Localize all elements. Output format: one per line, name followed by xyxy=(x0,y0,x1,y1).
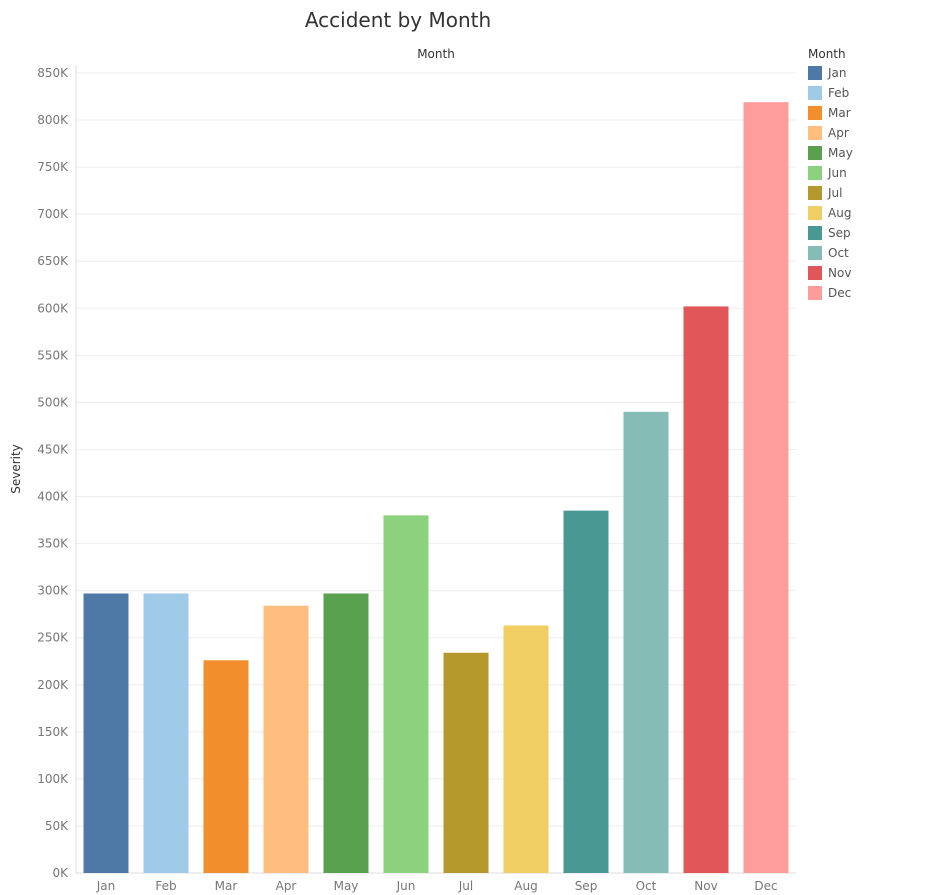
legend-title: Month xyxy=(808,47,846,61)
legend-swatch xyxy=(808,226,822,240)
legend-swatch xyxy=(808,206,822,220)
y-tick-label: 450K xyxy=(37,442,69,456)
labels: 0K 50K 100K 150K 200K 250K 300K 350K 400K 450K 500… xyxy=(9,47,778,893)
legend-swatch xyxy=(808,286,822,300)
bar-feb[interactable] xyxy=(143,593,189,873)
bar-dec[interactable] xyxy=(743,102,789,874)
bar-nov[interactable] xyxy=(683,306,729,874)
legend-swatch xyxy=(808,246,822,260)
y-axis-title: Severity xyxy=(9,444,23,494)
bar-mar[interactable] xyxy=(203,660,249,873)
column-header: Month xyxy=(417,47,455,61)
y-tick-label: 850K xyxy=(37,66,69,80)
legend-swatch xyxy=(808,126,822,140)
x-tick-label: Feb xyxy=(155,879,176,893)
bar-oct[interactable] xyxy=(623,411,669,873)
x-tick-label: Mar xyxy=(215,879,238,893)
legend-swatch xyxy=(808,146,822,160)
x-tick-label: Jan xyxy=(96,879,116,893)
y-tick-label: 300K xyxy=(37,584,69,598)
legend-label: Sep xyxy=(828,226,851,240)
y-tick-label: 250K xyxy=(37,631,69,645)
y-tick-label: 500K xyxy=(37,395,69,409)
legend-item-feb[interactable]: Feb xyxy=(808,83,853,103)
axes xyxy=(75,65,796,874)
legend-swatch xyxy=(808,166,822,180)
bar-sep[interactable] xyxy=(563,510,609,873)
legend-item-mar[interactable]: Mar xyxy=(808,103,853,123)
bar-jan[interactable] xyxy=(83,593,129,873)
legend-items: Jan Feb Mar Apr May Jun Jul Aug Sep Oct Nov Dec xyxy=(808,63,853,303)
legend-swatch xyxy=(808,66,822,80)
y-tick-label: 400K xyxy=(37,490,69,504)
legend-swatch xyxy=(808,86,822,100)
x-tick-label: Apr xyxy=(276,879,297,893)
bar-jul[interactable] xyxy=(443,652,489,873)
legend-item-jun[interactable]: Jun xyxy=(808,163,853,183)
x-tick-label: Dec xyxy=(754,879,777,893)
y-tick-label: 200K xyxy=(37,678,69,692)
y-tick-label: 150K xyxy=(37,725,69,739)
legend-label: Apr xyxy=(828,126,849,140)
legend-item-sep[interactable]: Sep xyxy=(808,223,853,243)
legend-label: Aug xyxy=(828,206,852,220)
bar-jun[interactable] xyxy=(383,515,429,873)
x-tick-label: Oct xyxy=(636,879,657,893)
legend-item-oct[interactable]: Oct xyxy=(808,243,853,263)
x-tick-label: Jul xyxy=(458,879,473,893)
legend-swatch xyxy=(808,106,822,120)
legend-label: Feb xyxy=(828,86,850,100)
y-tick-label: 800K xyxy=(37,113,69,127)
x-tick-label: Sep xyxy=(575,879,598,893)
y-tick-label: 0K xyxy=(52,866,69,880)
legend-label: Oct xyxy=(828,246,849,260)
y-tick-label: 50K xyxy=(45,819,69,833)
legend-swatch xyxy=(808,266,822,280)
bar-apr[interactable] xyxy=(263,605,309,873)
legend-label: Jul xyxy=(828,186,843,200)
legend-item-nov[interactable]: Nov xyxy=(808,263,853,283)
legend-item-apr[interactable]: Apr xyxy=(808,123,853,143)
legend-label: May xyxy=(828,146,853,160)
legend-label: Jun xyxy=(828,166,847,180)
legend: Month Jan Feb Mar Apr May Jun Jul Aug Sep Oct Nov D… xyxy=(808,47,853,303)
chart-title: Accident by Month xyxy=(304,8,492,32)
x-tick-label: May xyxy=(334,879,359,893)
y-tick-label: 750K xyxy=(37,160,69,174)
x-tick-label: Nov xyxy=(694,879,717,893)
legend-item-dec[interactable]: Dec xyxy=(808,283,853,303)
y-tick-label: 350K xyxy=(37,537,69,551)
x-tick-label: Jun xyxy=(396,879,416,893)
x-tick-label: Aug xyxy=(514,879,537,893)
legend-swatch xyxy=(808,186,822,200)
y-tick-label: 600K xyxy=(37,301,69,315)
legend-item-may[interactable]: May xyxy=(808,143,853,163)
legend-item-jul[interactable]: Jul xyxy=(808,183,853,203)
y-tick-label: 700K xyxy=(37,207,69,221)
legend-label: Nov xyxy=(828,266,852,280)
legend-item-jan[interactable]: Jan xyxy=(808,63,853,83)
legend-item-aug[interactable]: Aug xyxy=(808,203,853,223)
bar-aug[interactable] xyxy=(503,625,549,873)
legend-label: Jan xyxy=(828,66,847,80)
y-tick-label: 650K xyxy=(37,254,69,268)
y-tick-label: 550K xyxy=(37,348,69,362)
bar-may[interactable] xyxy=(323,593,369,873)
legend-label: Dec xyxy=(828,286,852,300)
legend-label: Mar xyxy=(828,106,851,120)
bars xyxy=(83,102,789,874)
gridlines xyxy=(76,72,796,874)
y-tick-label: 100K xyxy=(37,772,69,786)
